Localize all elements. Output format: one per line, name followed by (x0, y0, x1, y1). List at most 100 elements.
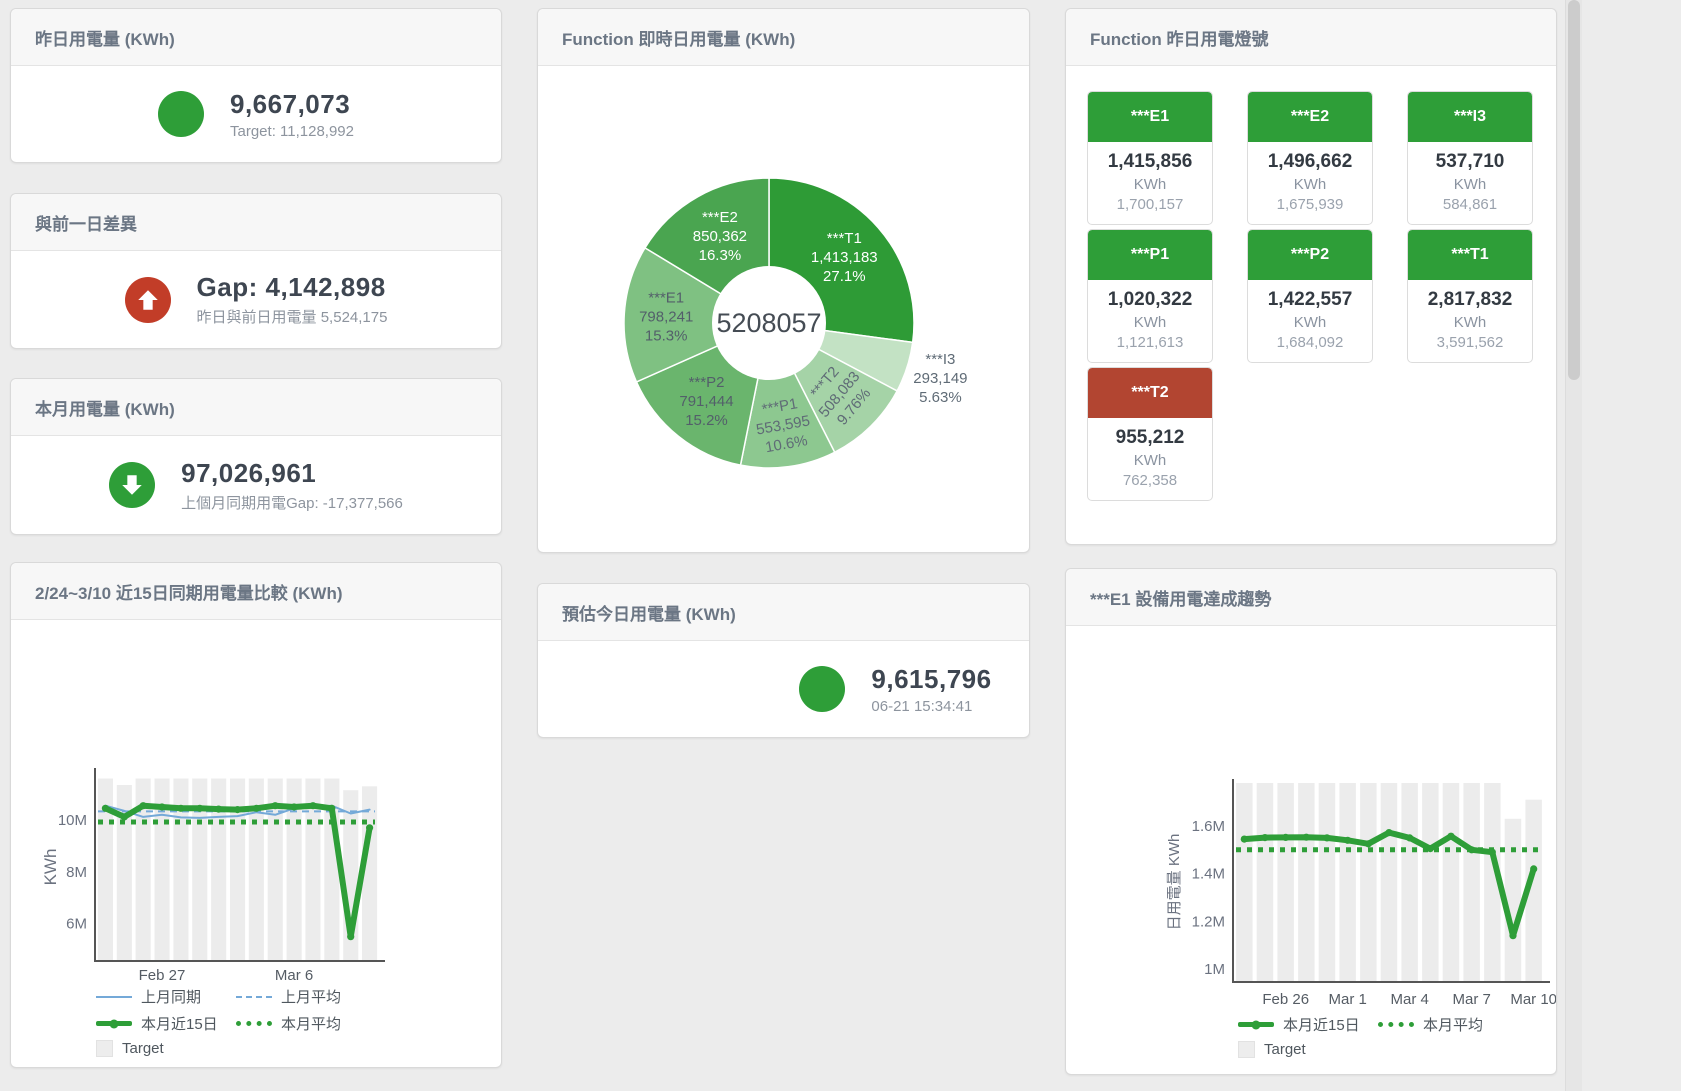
legend-label: Target (122, 1040, 164, 1057)
data-point (1261, 834, 1269, 842)
tile-value: 1,020,322 (1107, 289, 1193, 310)
svg-text:16.3%: 16.3% (699, 247, 742, 264)
target-bar (1277, 783, 1294, 981)
yesterday-usage-card: 昨日用電量 (KWh) 9,667,073 Target: 11,128,992 (10, 8, 502, 163)
legend-item: 上月同期 (96, 986, 236, 1007)
data-point (120, 813, 128, 821)
donut-hole (712, 266, 826, 380)
target-bar (116, 785, 132, 960)
svg-text:***E1: ***E1 (648, 290, 684, 307)
svg-text:5.63%: 5.63% (919, 389, 962, 406)
kpi-value: Gap: 4,142,898 (196, 272, 386, 302)
donut-slice-label: ***E2 850,362 16.3% (693, 209, 747, 264)
tile-value: 1,422,557 (1267, 289, 1353, 310)
data-point (290, 803, 298, 811)
data-point (1282, 833, 1290, 841)
target-bar (1339, 783, 1356, 981)
data-point (1509, 932, 1517, 940)
data-point (1468, 846, 1476, 854)
target-bar (1401, 783, 1418, 981)
data-point (366, 824, 374, 832)
legend-label: 本月近15日 (141, 1016, 218, 1033)
scrollbar-thumb[interactable] (1568, 0, 1580, 380)
function-status-tile: ***P2 1,422,557 KWh 1,684,092 (1247, 229, 1373, 363)
data-point (233, 806, 242, 814)
y-axis-title: KWh (41, 849, 60, 886)
y-tick-label: 6M (66, 916, 87, 933)
target-bar (362, 786, 378, 960)
kpi-value: 9,667,073 (230, 88, 351, 119)
month-usage-card: 本月用電量 (KWh) 97,026,961 上個月同期用電Gap: -17,3… (10, 378, 502, 535)
legend-item: 上月平均 (236, 986, 341, 1007)
data-point (271, 802, 279, 810)
vertical-scrollbar[interactable] (1565, 0, 1582, 1091)
target-bar (1463, 783, 1480, 981)
data-point (101, 804, 109, 812)
tile-unit: KWh (1453, 314, 1487, 331)
svg-text:15.3%: 15.3% (645, 328, 688, 345)
svg-text:***I3: ***I3 (925, 351, 955, 368)
data-point (1240, 835, 1248, 843)
tile-target-value: 1,675,939 (1276, 196, 1344, 213)
y-tick-label: 10M (58, 812, 87, 829)
y-tick-label: 8M (66, 864, 87, 881)
tile-target-value: 1,121,613 (1116, 334, 1184, 351)
x-tick-label: Mar 1 (1329, 991, 1367, 1008)
card-title: 昨日用電量 (KWh) (11, 9, 501, 66)
data-point (1530, 865, 1538, 873)
estimated-today-usage-card: 預估今日用電量 (KWh) 9,615,796 06-21 15:34:41 (537, 583, 1030, 738)
kpi-subtitle: 上個月同期用電Gap: -17,377,566 (181, 494, 403, 512)
thick-green-swatch-icon (1238, 1022, 1274, 1027)
target-bar (192, 778, 208, 960)
card-title: 2/24~3/10 近15日同期用電量比較 (KWh) (11, 563, 501, 620)
svg-text:15.2%: 15.2% (685, 412, 728, 429)
y-tick-label: 1.2M (1192, 913, 1225, 930)
function-status-tile: ***T1 2,817,832 KWh 3,591,562 (1407, 229, 1533, 363)
legend-item: 本月平均 (236, 1013, 341, 1034)
kpi-value: 97,026,961 (181, 457, 317, 488)
realtime-usage-donut-card: Function 即時日用電量 (KWh) 5208057 ***T1 1,413,… (537, 8, 1030, 553)
x-tick-label: Mar 7 (1453, 991, 1491, 1008)
tile-target-value: 3,591,562 (1436, 334, 1504, 351)
target-bar (1484, 783, 1501, 981)
status-circle-icon (799, 666, 846, 712)
tile-target-value: 584,861 (1442, 196, 1498, 213)
x-tick-label: Mar 10 (1510, 991, 1556, 1008)
e1-trend-chart-card: ***E1 設備用電達成趨勢 1M 1.2M 1.4M 1.6M Feb 26 Mar 1… (1065, 568, 1557, 1075)
card-title: 預估今日用電量 (KWh) (538, 584, 1029, 641)
kpi-subtitle: 06-21 15:34:41 (871, 697, 973, 715)
target-bar (1380, 783, 1398, 981)
function-status-tile: ***P1 1,020,322 KWh 1,121,613 (1087, 229, 1213, 363)
down-arrow-icon (109, 462, 156, 508)
x-tick-label: Mar 6 (275, 967, 313, 984)
target-bar (230, 778, 246, 960)
kpi-subtitle: Target: 11,128,992 (230, 122, 354, 140)
data-point (328, 804, 336, 812)
target-bar (1360, 783, 1377, 981)
x-tick-label: Mar 4 (1391, 991, 1429, 1008)
tile-target-value: 1,684,092 (1276, 334, 1344, 351)
kpi-subtitle: 昨日與前日用電量 5,524,175 (196, 309, 388, 326)
data-point (252, 804, 260, 812)
tile-value: 537,710 (1435, 151, 1505, 172)
svg-text:***P1: ***P1 (761, 395, 799, 418)
target-bar (1318, 783, 1336, 981)
target-bar (1422, 783, 1439, 981)
line-blue-swatch-icon (96, 995, 132, 998)
legend-item: 本月近15日 (1238, 1014, 1378, 1035)
tile-unit: KWh (1453, 176, 1487, 193)
data-point (1488, 848, 1496, 856)
tile-unit: KWh (1293, 176, 1327, 193)
data-point (139, 802, 147, 810)
target-bar (1442, 783, 1460, 981)
status-lights-grid: ***E1 1,415,856 KWh 1,700,157 ***E2 1,496,662… (1066, 66, 1556, 501)
card-title: Function 昨日用電燈號 (1066, 9, 1556, 66)
card-title: Function 即時日用電量 (KWh) (538, 9, 1029, 66)
svg-text:1,413,183: 1,413,183 (811, 249, 878, 266)
tile-value: 1,496,662 (1267, 151, 1353, 172)
legend-item: 本月平均 (1378, 1014, 1483, 1035)
tile-status-header: ***E2 (1248, 92, 1372, 142)
svg-text:***E2: ***E2 (702, 209, 738, 226)
data-point (1364, 840, 1372, 848)
data-point (1447, 832, 1455, 840)
